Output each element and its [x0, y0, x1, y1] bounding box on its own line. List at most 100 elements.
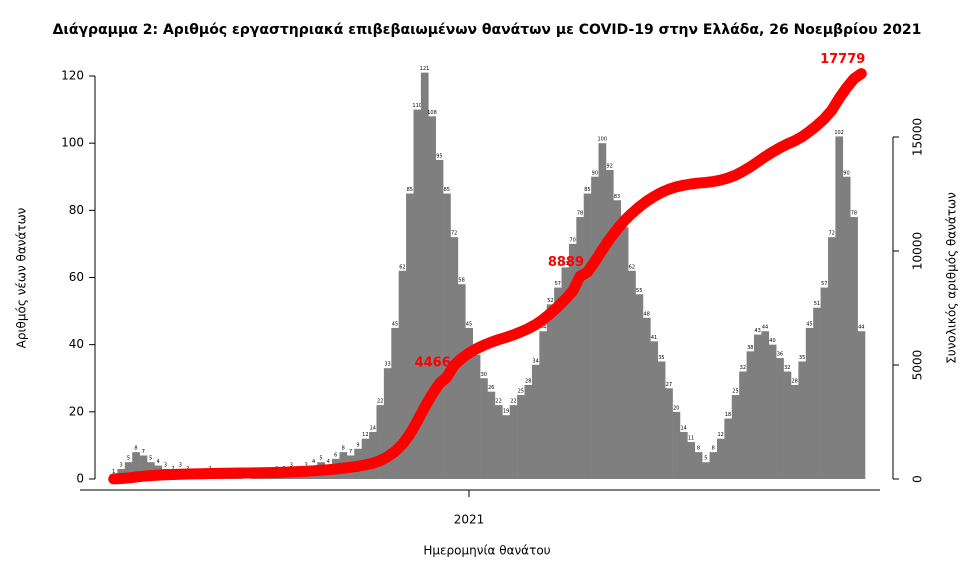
bar: [753, 334, 762, 479]
bar-value-label: 25: [518, 389, 524, 395]
bar-value-label: 22: [510, 399, 516, 405]
bar-value-label: 41: [651, 335, 657, 341]
bar-value-label: 22: [377, 399, 383, 405]
bar-value-label: 35: [799, 355, 805, 361]
bar-value-label: 5: [319, 456, 322, 462]
bar: [650, 341, 659, 479]
bar: [509, 405, 518, 479]
bar-value-label: 20: [673, 405, 679, 411]
bar-value-label: 45: [806, 321, 812, 327]
bar-value-label: 3: [164, 462, 167, 468]
bar-value-label: 26: [488, 385, 494, 391]
bar-value-label: 6: [334, 452, 337, 458]
bar: [391, 327, 399, 479]
bar-value-label: 34: [532, 358, 538, 364]
y2-tick-label: 15000: [911, 118, 925, 156]
bar: [598, 143, 607, 479]
bar-value-label: 3: [179, 462, 182, 468]
bar: [457, 284, 466, 479]
bar: [546, 304, 555, 479]
cumulative-value-label: 8889: [548, 255, 584, 270]
bar: [517, 395, 525, 479]
bar: [672, 411, 681, 479]
bar-value-label: 8: [134, 446, 137, 452]
bar-value-label: 36: [777, 352, 783, 358]
bar: [435, 159, 444, 480]
y-tick-label: 40: [69, 337, 84, 351]
cumulative-value-label: 17779: [820, 52, 865, 67]
bar: [827, 237, 836, 479]
bar: [805, 327, 814, 479]
x-tick-label: 2021: [454, 513, 485, 527]
bar-value-label: 90: [592, 170, 598, 176]
bar: [124, 462, 133, 479]
bar-value-label: 57: [555, 281, 561, 287]
bar-value-label: 100: [597, 137, 607, 143]
bar-value-label: 12: [362, 432, 368, 438]
bar-value-label: 85: [407, 187, 413, 193]
bar-value-label: 18: [725, 412, 731, 418]
bar-value-label: 19: [503, 409, 509, 415]
bar-value-label: 45: [392, 321, 398, 327]
bar: [776, 358, 784, 479]
bar-value-label: 102: [834, 130, 844, 136]
bar-value-label: 62: [629, 264, 635, 270]
bar-value-label: 90: [843, 170, 849, 176]
x-axis-label: Ημερομηνία θανάτου: [423, 544, 550, 558]
bar-value-label: 121: [420, 66, 430, 72]
bar-value-label: 4: [157, 459, 160, 465]
bar: [554, 287, 562, 479]
bar-value-label: 44: [858, 325, 864, 331]
bar-value-label: 9: [356, 442, 359, 448]
bar: [531, 364, 540, 479]
bar: [583, 193, 592, 479]
bar-value-label: 108: [427, 110, 437, 116]
bar: [591, 176, 599, 479]
bar-value-label: 48: [643, 311, 649, 317]
bar-value-label: 28: [525, 378, 531, 384]
bar: [798, 361, 807, 479]
bar: [857, 331, 866, 479]
bar: [731, 395, 740, 479]
bar-value-label: 83: [614, 194, 620, 200]
bar-value-label: 55: [636, 288, 642, 294]
bar-value-label: 3: [305, 462, 308, 468]
bar-value-label: 78: [851, 211, 857, 217]
chart-title: Διάγραμμα 2: Αριθμός εργαστηριακά επιβεβ…: [53, 22, 922, 38]
bar: [443, 193, 451, 479]
bar: [369, 431, 377, 479]
bar-value-label: 52: [547, 298, 553, 304]
bar-value-label: 63: [562, 261, 568, 267]
y-tick-label: 120: [61, 69, 84, 83]
bar: [783, 371, 792, 479]
bar-value-label: 14: [680, 425, 686, 431]
bar: [139, 455, 148, 479]
y-tick-label: 60: [69, 270, 84, 284]
bar-value-label: 30: [481, 372, 487, 378]
bar: [842, 176, 851, 479]
bar-value-label: 44: [762, 325, 768, 331]
bar-value-label: 5: [704, 456, 707, 462]
bar-value-label: 7: [142, 449, 145, 455]
bar-value-label: 3: [120, 462, 123, 468]
bar-value-label: 8: [342, 446, 345, 452]
y-tick-label: 0: [76, 472, 84, 486]
bar-value-label: 43: [754, 328, 760, 334]
y2-tick-label: 0: [911, 475, 925, 483]
bar: [761, 331, 770, 479]
bar-value-label: 72: [451, 231, 457, 237]
bar-value-label: 45: [466, 321, 472, 327]
bar: [472, 354, 481, 479]
bar-value-label: 11: [688, 436, 694, 442]
y2-tick-label: 5000: [911, 350, 925, 381]
bar-value-label: 8: [712, 446, 715, 452]
bar: [635, 294, 644, 479]
bar-value-label: 1: [112, 469, 115, 475]
bar-value-label: 25: [732, 389, 738, 395]
bar-value-label: 12: [717, 432, 723, 438]
y-tick-label: 100: [61, 136, 84, 150]
bar: [132, 452, 140, 479]
bar-value-label: 62: [399, 264, 405, 270]
